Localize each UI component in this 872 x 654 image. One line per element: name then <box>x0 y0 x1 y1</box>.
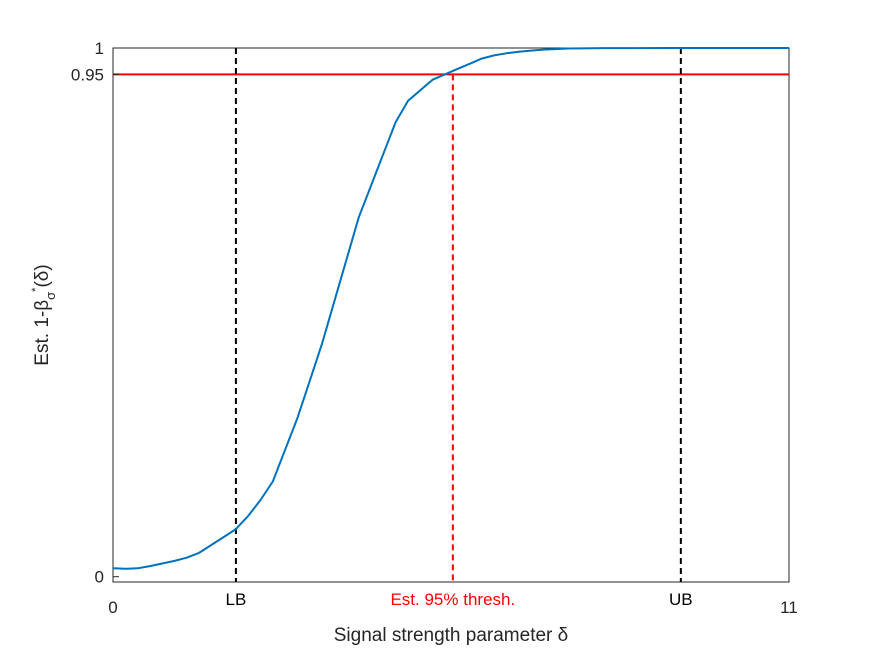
x-axis-label: Signal strength parameter δ <box>334 625 568 646</box>
vline-label-0: LB <box>226 590 247 609</box>
y-axis-label: Est. 1-βσ*(δ) <box>30 264 58 365</box>
reference-lines <box>113 48 789 582</box>
x-tick-label-0: 0 <box>108 598 117 617</box>
vertical-line-labels: LB Est. 95% thresh. UB <box>226 590 693 609</box>
y-tick-label-2: 1 <box>95 39 104 58</box>
series-line-0 <box>112 47 789 570</box>
series-layer <box>112 47 789 570</box>
y-tick-label-1: 0.95 <box>71 65 104 84</box>
axes-box <box>112 47 790 583</box>
x-tick-labels: 0 11 <box>108 576 798 617</box>
vline-label-1: Est. 95% thresh. <box>390 590 515 609</box>
y-tick-label-0: 0 <box>95 568 104 587</box>
y-tick-labels: 0 0.95 1 <box>71 39 119 587</box>
vline-label-2: UB <box>669 590 693 609</box>
x-tick-label-1: 11 <box>780 598 798 617</box>
